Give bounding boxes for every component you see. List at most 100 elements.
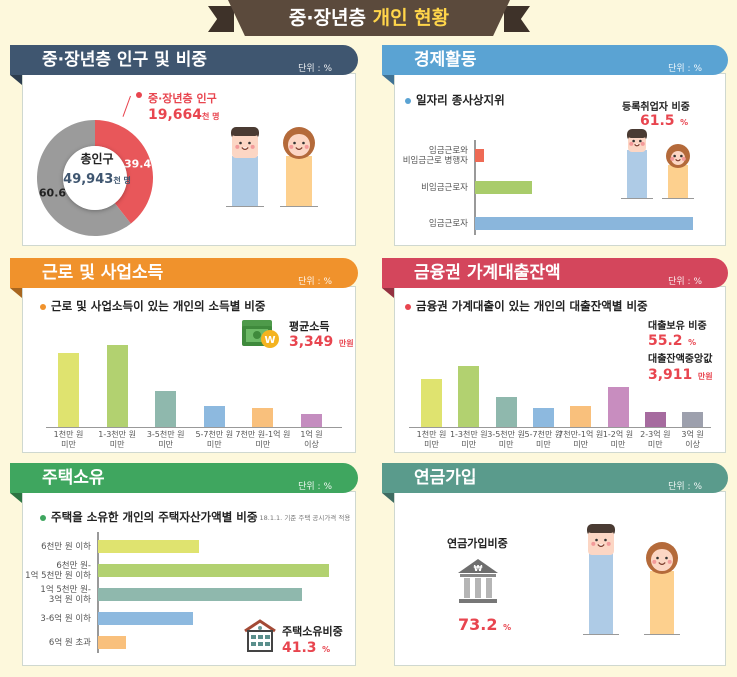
side1-value: 55.2 (648, 333, 683, 349)
bar-category: 1-3천만 원 미만 (449, 430, 488, 449)
male-face-icon (627, 129, 647, 153)
center-unit: 천 명 (113, 176, 131, 185)
side-value: 73.2 (458, 615, 498, 634)
panel1-header: 중·장년층 인구 및 비중 단위 : % (10, 45, 358, 75)
bar (203, 405, 225, 427)
bar (421, 378, 442, 427)
side-value: 41.3 (282, 640, 317, 656)
side1-unit: % (688, 338, 697, 347)
bar-category: 임금근로와 비임금근로 병행자 (402, 145, 468, 166)
bar (475, 149, 485, 162)
panel1-fold (10, 75, 22, 85)
baseline (226, 206, 264, 207)
side1-label: 대출보유 비중 (648, 321, 707, 332)
bar (607, 387, 629, 427)
side-unit: % (503, 623, 512, 632)
bar-category: 7천만-1억 원 미만 (558, 430, 604, 449)
callout-unit: 천 명 (202, 112, 220, 121)
bar-category: 3-5천만 원 미만 (487, 430, 525, 449)
bar-category: 6천만 원- 1억 5천만 원 이하 (25, 560, 91, 581)
bar-남자 (232, 155, 258, 206)
baseline (280, 206, 318, 207)
side2-unit: 만원 (697, 372, 713, 381)
unit-label: 단위 : % (298, 482, 332, 492)
donut-slice (37, 120, 131, 236)
footnote: ※ 18.1.1. 기준 주택 공시가격 적용 (252, 514, 351, 522)
bar (98, 564, 329, 577)
side-value: 3,349 (289, 334, 334, 350)
panel5-fold (10, 493, 22, 503)
bullet-icon (40, 514, 46, 521)
panel5-body (22, 491, 356, 666)
donut-slice (95, 120, 154, 224)
male-face-icon (231, 126, 259, 158)
unit-label: 단위 : % (298, 277, 332, 287)
callout-dot (136, 92, 142, 98)
title-highlight: 개인 현황 (372, 7, 450, 29)
svg-text:₩: ₩ (474, 564, 483, 573)
bar (458, 366, 480, 427)
bullet-icon (405, 303, 411, 310)
bar-category: 임금근로자 (428, 218, 468, 229)
bar (252, 407, 274, 427)
panel-title: 경제활동 (414, 50, 477, 70)
side2-value: 3,911 (648, 367, 693, 383)
bar-남자 (627, 150, 647, 198)
bar (301, 414, 322, 427)
bar (98, 612, 193, 625)
baseline (644, 634, 680, 635)
bar-category: 1억 5천만 원- 3억 원 이하 (40, 584, 91, 605)
panel6-fold (382, 493, 394, 503)
center-value: 49,943 (63, 172, 114, 187)
subtitle: 주택을 소유한 개인의 주택자산가액별 비중 (51, 510, 258, 524)
female-face-icon (283, 127, 315, 160)
bar-category: 2-3억 원 미만 (640, 430, 671, 449)
bank-icon: ₩ (458, 559, 498, 603)
panel5-header: 주택소유 단위 : % (10, 463, 358, 493)
bar-category: 1천만 원 미만 (416, 430, 447, 449)
panel6-header: 연금가입 단위 : % (382, 463, 728, 493)
panel4-fold (382, 288, 394, 298)
baseline (662, 198, 694, 199)
side-unit: % (680, 118, 689, 127)
panel2-header: 경제활동 단위 : % (382, 45, 728, 75)
panel2-fold (382, 75, 394, 85)
bar (475, 217, 694, 230)
baseline (621, 198, 653, 199)
panel-title: 근로 및 사업소득 (42, 263, 164, 283)
baseline (583, 634, 619, 635)
subtitle: 일자리 종사상지위 (416, 93, 505, 107)
slice-label: 39.4 (124, 157, 151, 170)
bar-category: 1-3천만 원 미만 (98, 430, 136, 449)
female-face-icon (666, 143, 690, 168)
bar-category: 3-6억 원 이하 (40, 613, 91, 624)
bar-여자 (650, 571, 674, 634)
callout-label: 중·장년층 인구 (148, 92, 217, 105)
bar (532, 407, 554, 427)
banner-ribbon-left (208, 6, 234, 32)
bar-남자 (589, 553, 613, 634)
page-title: 중·장년층 개인 현황 (228, 0, 510, 36)
bar (98, 588, 302, 601)
bar-category: 1억 원 이상 (300, 430, 323, 449)
bar (570, 406, 592, 427)
bar (106, 344, 128, 427)
bar-category: 5-7천만 원 미만 (524, 430, 563, 449)
y-axis (97, 532, 99, 653)
slice-label: 60.6 (39, 187, 66, 200)
side-label: 등록취업자 비중 (622, 102, 690, 113)
unit-label: 단위 : % (668, 277, 702, 287)
bar-여자 (286, 156, 312, 206)
bar (58, 353, 79, 427)
side-label: 연금가입비중 (447, 537, 508, 550)
panel3-fold (10, 288, 22, 298)
x-axis (409, 427, 712, 428)
panel-title: 중·장년층 인구 및 비중 (42, 50, 207, 70)
male-face-icon (587, 524, 615, 556)
side-unit: 만원 (338, 339, 354, 348)
bar (155, 391, 177, 427)
bar-category: 1천만 원 미만 (53, 430, 84, 449)
banner-ribbon-right (504, 6, 530, 32)
bar-category: 비임금근로자 (421, 182, 468, 193)
